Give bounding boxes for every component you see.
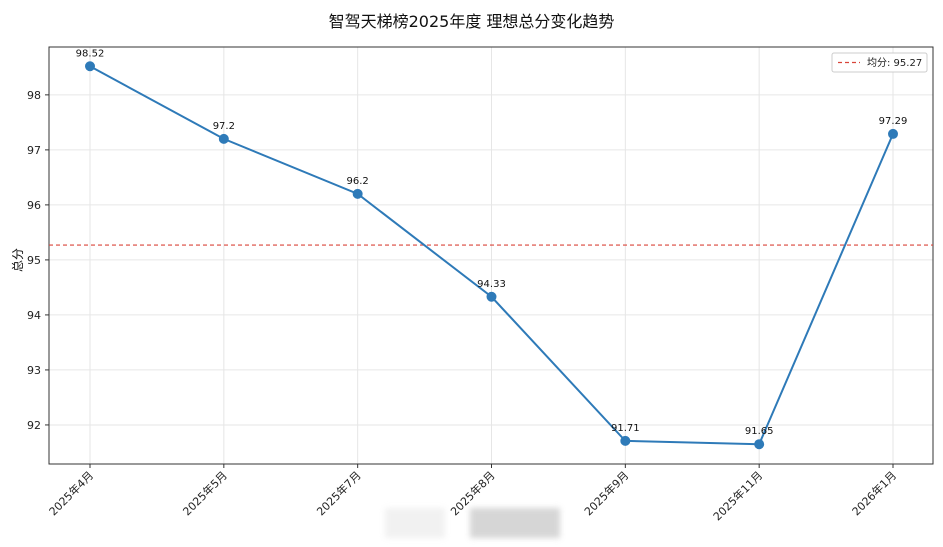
x-tick-label: 2025年11月	[710, 468, 765, 523]
x-tick-label: 2025年7月	[314, 468, 364, 518]
y-tick-label: 97	[27, 144, 41, 157]
data-point-marker	[620, 435, 631, 446]
data-point-marker	[888, 128, 898, 139]
data-label: 97.2	[213, 121, 235, 132]
data-label: 91.71	[611, 423, 640, 434]
watermark-blur	[470, 508, 560, 538]
x-tick-label: 2025年4月	[46, 468, 96, 518]
watermark-blur	[385, 508, 445, 538]
legend-box	[831, 52, 928, 73]
legend-label: 均分: 95.27	[867, 57, 922, 69]
y-axis-label: 总分	[11, 248, 25, 272]
data-label: 94.33	[477, 279, 506, 290]
y-tick-label: 93	[27, 364, 41, 377]
chart-title: 智驾天梯榜2025年度 理想总分变化趋势	[328, 12, 615, 31]
y-tick-label: 95	[27, 254, 41, 267]
data-label: 97.29	[879, 116, 908, 127]
y-tick-label: 96	[27, 199, 41, 212]
data-point-marker	[85, 61, 95, 72]
y-tick-label: 94	[27, 309, 41, 322]
data-label: 98.52	[76, 48, 105, 59]
y-tick-label: 98	[27, 89, 41, 102]
y-tick-label: 92	[27, 419, 41, 432]
x-tick-label: 2026年1月	[849, 468, 899, 518]
data-label: 96.2	[347, 176, 369, 187]
data-point-marker	[486, 291, 497, 302]
data-label: 91.65	[745, 426, 774, 437]
data-point-marker	[352, 188, 363, 199]
data-point-marker	[754, 439, 765, 450]
x-tick-label: 2025年9月	[581, 468, 631, 518]
x-tick-label: 2025年5月	[180, 468, 230, 518]
data-point-marker	[218, 133, 229, 144]
